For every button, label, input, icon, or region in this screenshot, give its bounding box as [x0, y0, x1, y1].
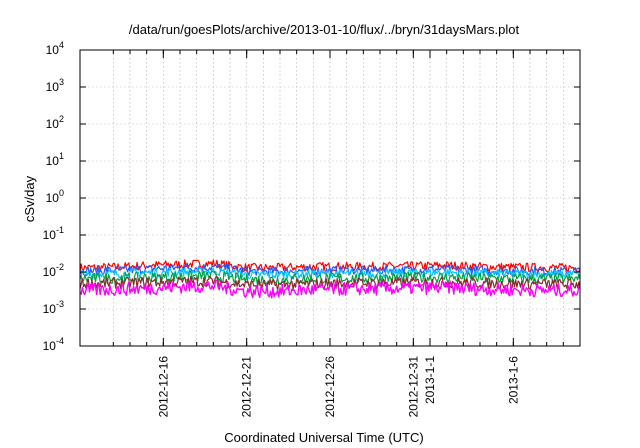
x-axis-tick-labels: 2012-12-16 2012-12-21 2012-12-26 2012-12-31…	[156, 356, 520, 418]
y-tick-label: 100	[46, 188, 64, 205]
y-tick-exponent: 4	[59, 40, 64, 50]
axis-ticks	[80, 49, 581, 347]
x-tick-label: 2013-1-1	[423, 356, 437, 404]
y-tick-label: 10-1	[43, 225, 64, 242]
y-tick-base: 10	[46, 117, 60, 131]
y-tick-base: 10	[46, 43, 60, 57]
x-tick-label: 2012-12-26	[323, 356, 337, 418]
y-tick-base: 10	[46, 80, 60, 94]
chart-title: /data/run/goesPlots/archive/2013-01-10/f…	[129, 22, 520, 37]
x-tick-label: 2012-12-21	[240, 356, 254, 418]
y-tick-label: 10-3	[43, 299, 64, 316]
y-tick-label: 102	[46, 114, 64, 131]
x-tick-label: 2012-12-31	[406, 356, 420, 418]
x-axis-title: Coordinated Universal Time (UTC)	[224, 430, 423, 445]
y-tick-base: 10	[43, 339, 57, 353]
series-group	[79, 259, 581, 299]
y-tick-exponent: 3	[59, 77, 64, 87]
y-tick-base: 10	[46, 154, 60, 168]
y-tick-exponent: 1	[59, 151, 64, 161]
y-tick-base: 10	[43, 265, 57, 279]
y-tick-exponent: 2	[59, 114, 64, 124]
y-tick-label: 10-2	[43, 262, 64, 279]
y-tick-label: 101	[46, 151, 64, 168]
y-tick-base: 10	[43, 228, 57, 242]
y-tick-exponent: -1	[56, 225, 64, 235]
x-tick-label: 2013-1-6	[506, 356, 520, 404]
y-tick-label: 104	[46, 40, 64, 57]
y-axis-title: cSv/day	[22, 175, 37, 222]
y-tick-label: 10-4	[43, 336, 64, 353]
grid-lines	[80, 50, 581, 346]
x-tick-label: 2012-12-16	[156, 356, 170, 418]
y-tick-base: 10	[43, 302, 57, 316]
y-tick-exponent: 0	[59, 188, 64, 198]
y-tick-exponent: -3	[56, 299, 64, 309]
y-tick-base: 10	[46, 191, 60, 205]
y-tick-label: 103	[46, 77, 64, 94]
series-line-6	[79, 279, 581, 299]
y-tick-exponent: -2	[56, 262, 64, 272]
y-tick-exponent: -4	[56, 336, 64, 346]
